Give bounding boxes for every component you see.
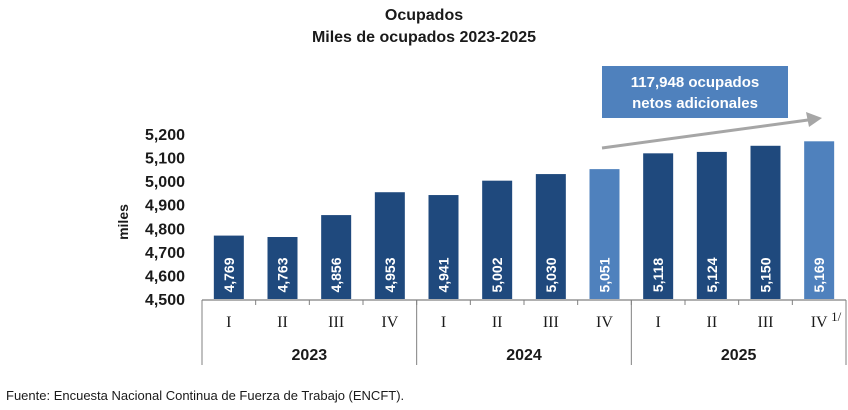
chart-title: Ocupados (385, 7, 463, 24)
callout-line-2: netos adicionales (632, 95, 758, 112)
bar (213, 235, 244, 299)
y-tick-label: 4,700 (145, 245, 185, 262)
callout-line-1: 117,948 ocupados (631, 74, 759, 91)
bar (643, 153, 674, 299)
trend-arrow (601, 118, 809, 150)
bar-value-label: 5,002 (489, 257, 505, 292)
bar-value-label: 5,169 (811, 257, 827, 292)
bars: 4,769 4,763 4,856 4,953 4,941 5,002 5,030 5,051… (213, 141, 835, 299)
source-note: Fuente: Encuesta Nacional Continua de Fu… (6, 388, 405, 403)
trend-arrow-head (806, 112, 822, 127)
bar-value-label: 5,051 (597, 257, 613, 292)
y-tick-label: 5,000 (145, 174, 185, 191)
quarter-label: II (707, 314, 718, 331)
quarter-label: II (277, 314, 288, 331)
callout-box (602, 66, 788, 118)
bar-value-label: 4,763 (275, 257, 291, 292)
year-label: 2024 (506, 347, 542, 364)
quarter-label: IV (381, 314, 398, 331)
quarter-label: I (226, 314, 231, 331)
y-tick-label: 4,800 (145, 221, 185, 238)
year-label: 2025 (721, 347, 757, 364)
bar-value-label: 4,769 (221, 257, 237, 292)
quarter-label: IV (811, 314, 828, 331)
bar (374, 192, 405, 299)
bar (482, 180, 513, 299)
quarter-label: IV (596, 314, 613, 331)
y-axis-title: miles (115, 204, 131, 240)
y-tick-label: 5,100 (145, 151, 185, 168)
quarter-label: III (543, 314, 559, 331)
y-axis: 4,500 4,600 4,700 4,800 4,900 5,000 5,100 5,200 (145, 127, 185, 309)
year-label: 2023 (292, 347, 328, 364)
y-tick-label: 5,200 (145, 127, 185, 144)
bar (428, 195, 459, 299)
bar (535, 174, 566, 299)
y-tick-label: 4,900 (145, 198, 185, 215)
bar (804, 141, 835, 299)
bar-value-label: 4,953 (382, 257, 398, 292)
bar-value-label: 5,118 (650, 258, 666, 292)
quarter-label: I (441, 314, 446, 331)
bar (589, 169, 620, 299)
bar-value-label: 5,150 (758, 257, 774, 292)
bar-value-label: 5,124 (704, 257, 720, 292)
bar-value-label: 4,941 (436, 257, 452, 292)
quarter-label: III (758, 314, 774, 331)
chart-subtitle: Miles de ocupados 2023-2025 (312, 29, 536, 46)
quarter-label: II (492, 314, 503, 331)
bar (321, 215, 352, 299)
bar (696, 151, 727, 299)
bar-value-label: 5,030 (543, 257, 559, 292)
quarter-label: I (656, 314, 661, 331)
bar-value-label: 4,856 (328, 257, 344, 292)
bar (267, 237, 298, 299)
bar (750, 145, 781, 299)
quarter-note-marker: 1/ (831, 309, 842, 324)
y-tick-label: 4,600 (145, 268, 185, 285)
y-tick-label: 4,500 (145, 292, 185, 309)
quarter-label: III (328, 314, 344, 331)
